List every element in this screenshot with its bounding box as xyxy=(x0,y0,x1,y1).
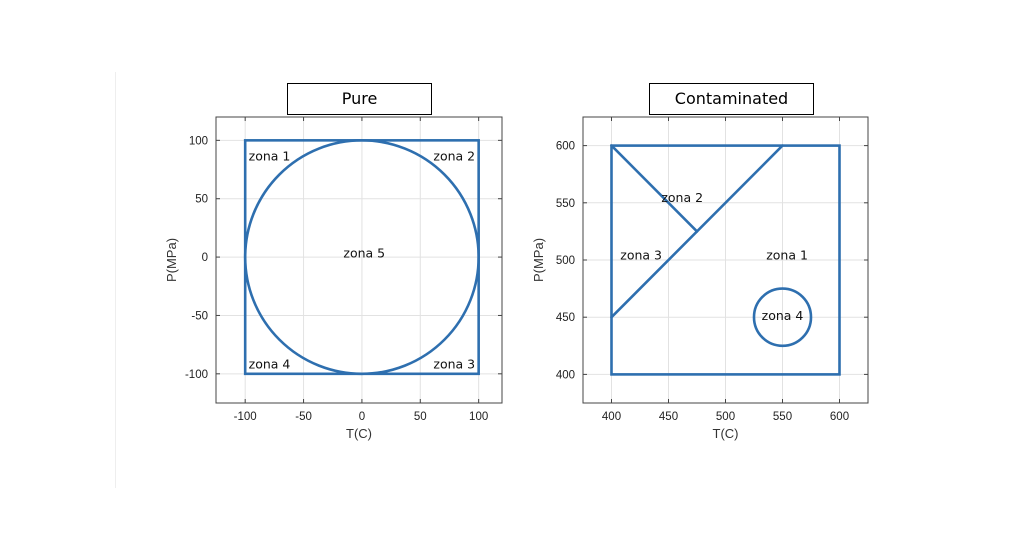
plot1-zone-label-0: zona 1 xyxy=(249,149,291,164)
plot1-x-tick-label-2: 0 xyxy=(359,411,365,423)
plot2-zone-label-0: zona 2 xyxy=(661,190,703,205)
plot1-x-tick-label-4: 100 xyxy=(469,411,488,423)
plot1-y-tick-label-2: 0 xyxy=(202,252,208,264)
plot2-zone-label-3: zona 4 xyxy=(762,308,804,323)
plot2-x-tick-label-0: 400 xyxy=(602,411,621,423)
plot2-y-tick-label-1: 450 xyxy=(556,312,575,324)
plot2-x-tick-label-1: 450 xyxy=(659,411,678,423)
plot2-zone-label-2: zona 1 xyxy=(766,247,808,262)
plot2-y-tick-label-3: 550 xyxy=(556,198,575,210)
plot1-x-tick-label-1: -50 xyxy=(295,411,312,423)
plot1-zone-label-4: zona 3 xyxy=(433,356,475,371)
plot1-y-tick-label-0: -100 xyxy=(185,369,208,381)
plot-title-contaminated: Contaminated xyxy=(649,83,814,115)
plot2-x-tick-label-4: 600 xyxy=(830,411,849,423)
plot1-y-tick-label-4: 100 xyxy=(189,135,208,147)
plot2-line-2 xyxy=(610,144,699,233)
plot1-y-tick-label-3: 50 xyxy=(195,194,208,206)
plot1-x-axis-label: T(C) xyxy=(346,426,372,441)
plot2-x-tick-label-2: 500 xyxy=(716,411,735,423)
left-edge-divider xyxy=(115,72,116,488)
plot2-y-tick-label-4: 600 xyxy=(556,141,575,153)
plot2-x-axis-label: T(C) xyxy=(713,426,739,441)
plot1-zone-label-2: zona 5 xyxy=(343,246,385,261)
plot1-zone-label-1: zona 2 xyxy=(433,149,475,164)
plot2-zone-label-1: zona 3 xyxy=(620,247,662,262)
plot2-x-tick-label-3: 550 xyxy=(773,411,792,423)
plot2-boundary-rect xyxy=(610,144,841,376)
plot1-circle-1 xyxy=(243,139,480,376)
plot1-axes-frame xyxy=(215,116,503,404)
plot1-y-axis-label: P(MPa) xyxy=(164,238,179,282)
plot2-y-tick-label-2: 500 xyxy=(556,255,575,267)
plot1-x-tick-label-0: -100 xyxy=(234,411,257,423)
plot2-circle-3 xyxy=(752,287,813,348)
plot1-y-tick-label-1: -50 xyxy=(191,310,208,322)
plot2-y-axis-label: P(MPa) xyxy=(531,238,546,282)
plot2-y-tick-label-0: 400 xyxy=(556,369,575,381)
plot-title-pure: Pure xyxy=(287,83,432,115)
plot1-x-tick-label-3: 50 xyxy=(414,411,427,423)
plot1-zone-label-3: zona 4 xyxy=(249,356,291,371)
